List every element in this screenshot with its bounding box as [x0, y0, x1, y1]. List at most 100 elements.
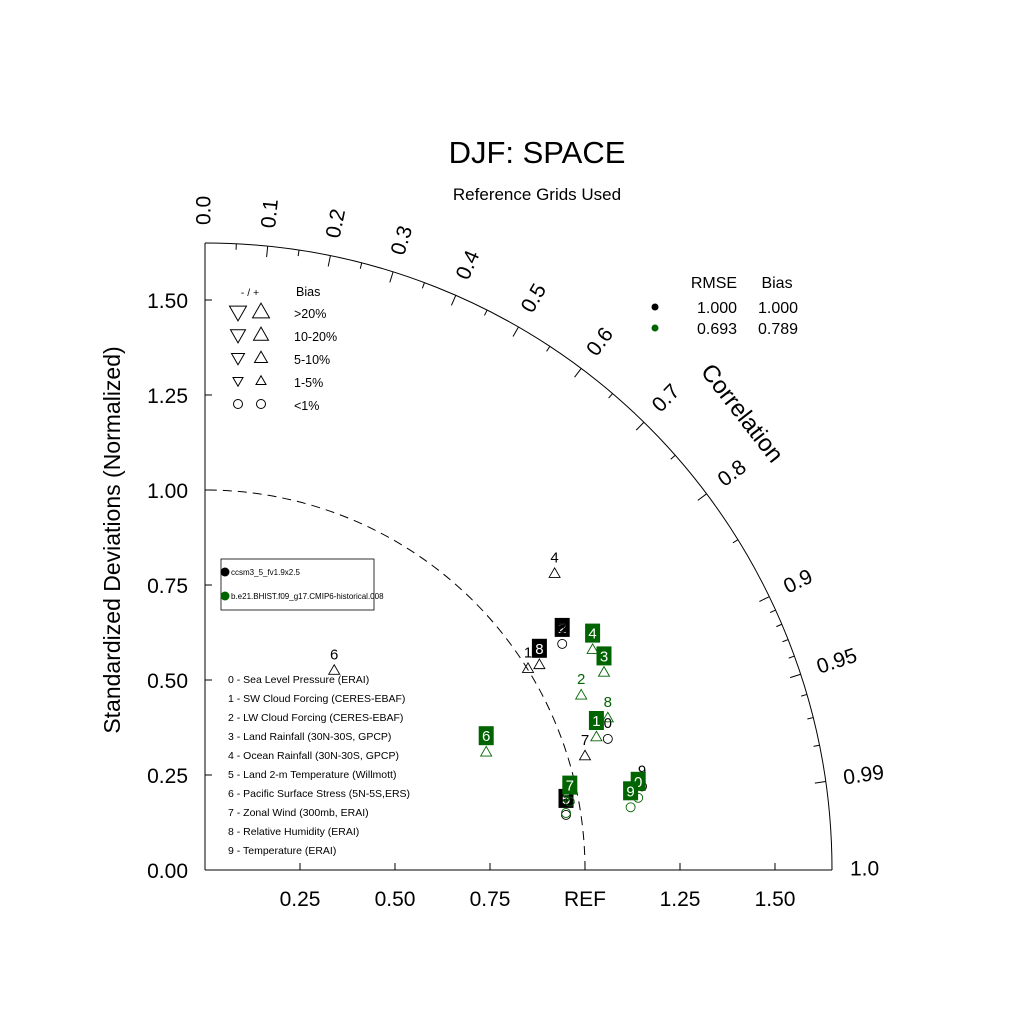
correlation-tick-mark [697, 493, 707, 501]
correlation-axis-label: Correlation [695, 359, 789, 468]
correlation-minor-tick [807, 717, 814, 720]
point-marker [590, 730, 603, 742]
correlation-minor-tick [421, 282, 425, 289]
point-label: 2 [577, 671, 585, 688]
stats-header-bias: Bias [761, 275, 792, 292]
point-label-box [562, 775, 578, 795]
correlation-tick-label: 0.0 [193, 196, 216, 225]
correlation-tick-label: 0.6 [582, 323, 618, 360]
bias-legend-plus-marker [253, 350, 269, 364]
correlation-tick-label: 0.3 [387, 223, 418, 258]
correlation-minor-tick [608, 393, 613, 399]
correlation-tick-label: 0.9 [780, 565, 816, 598]
point-marker [479, 745, 493, 757]
chart-subtitle: Reference Grids Used [453, 185, 621, 204]
point-marker [574, 688, 588, 700]
correlation-minor-tick [788, 655, 795, 659]
stats-bias-value: 0.789 [758, 321, 798, 338]
y-tick-label: 1.25 [147, 385, 188, 408]
correlation-tick-mark [814, 781, 826, 784]
point-marker [578, 749, 592, 761]
case-legend-label: ccsm3_5_fv1.9x2.5 [231, 568, 300, 577]
correlation-minor-tick [359, 262, 363, 269]
case-legend-dot [220, 567, 230, 577]
y-tick-label: 0.00 [147, 860, 188, 883]
stats-header-rmse: RMSE [691, 275, 737, 292]
point-label: 5 [562, 789, 570, 806]
point-label: 3 [558, 620, 566, 637]
variable-legend-item: 6 - Pacific Surface Stress (5N-5S,ERS) [228, 788, 410, 800]
x-tick-label: 0.25 [280, 888, 321, 911]
correlation-tick-mark [512, 326, 519, 337]
x-tick-label: 0.75 [470, 888, 511, 911]
correlation-minor-tick [813, 744, 820, 747]
point-marker [521, 661, 535, 673]
correlation-minor-tick [732, 539, 739, 544]
correlation-tick-mark [635, 421, 645, 431]
point-label: 0 [634, 774, 642, 791]
stats-row-dot [651, 303, 659, 311]
y-tick-label: 1.50 [147, 290, 188, 313]
point-label: 7 [581, 732, 589, 749]
case-legend-label: b.e21.BHIST.f09_g17.CMIP6-historical.008 [231, 592, 384, 601]
correlation-minor-tick [801, 693, 808, 697]
correlation-arc [204, 242, 833, 871]
x-tick-label: 1.25 [660, 888, 701, 911]
bias-legend-bias-header: Bias [296, 285, 320, 299]
variable-legend-item: 5 - Land 2-m Temperature (Willmott) [228, 769, 396, 781]
correlation-tick-mark [450, 295, 457, 306]
point-label: 6 [330, 647, 338, 664]
y-tick-label: 0.50 [147, 670, 188, 693]
point-label: 3 [600, 648, 608, 665]
correlation-tick-mark [790, 673, 801, 679]
variable-legend-item: 8 - Relative Humidity (ERAI) [228, 826, 359, 838]
stats-rmse-value: 1.000 [697, 300, 737, 317]
y-tick-label: 0.75 [147, 575, 188, 598]
correlation-minor-tick [776, 623, 783, 628]
bias-legend-minus-marker [228, 305, 248, 322]
correlation-tick-mark [266, 246, 269, 258]
point-marker [561, 809, 571, 820]
x-tick-label: 0.50 [375, 888, 416, 911]
y-tick-label: 1.00 [147, 480, 188, 503]
point-marker [586, 642, 599, 654]
correlation-tick-label: 0.5 [517, 280, 552, 317]
bias-legend-sign-header: - / + [241, 287, 259, 299]
bias-legend-plus-marker [256, 399, 266, 409]
bias-legend-minus-marker [229, 329, 247, 344]
point-label-box [588, 711, 604, 730]
point-label-box [596, 646, 612, 666]
case-legend-box [220, 558, 375, 611]
point-marker [602, 733, 613, 744]
correlation-tick-label: 0.1 [257, 198, 283, 229]
x-tick-label: 1.50 [755, 888, 796, 911]
variable-legend-item: 7 - Zonal Wind (300mb, ERAI) [228, 807, 369, 819]
bias-legend-plus-marker [255, 374, 267, 385]
correlation-minor-tick [297, 250, 300, 257]
point-marker [564, 796, 575, 807]
point-label-box [623, 781, 639, 801]
point-label-box [585, 623, 601, 643]
stats-row-dot [651, 324, 659, 332]
correlation-minor-tick [670, 454, 676, 460]
correlation-minor-tick [782, 639, 789, 643]
point-label: 4 [550, 550, 558, 567]
point-marker [597, 665, 611, 677]
bias-legend-label: 5-10% [294, 353, 330, 367]
point-label-box [478, 726, 494, 746]
chart-title: DJF: SPACE [449, 135, 626, 170]
correlation-tick-mark [327, 255, 331, 267]
bias-legend-label: >20% [294, 307, 326, 321]
bias-legend-label: 10-20% [294, 330, 337, 344]
bias-legend-label: <1% [294, 399, 319, 413]
correlation-tick-label: 0.7 [648, 380, 685, 417]
bias-legend-minus-marker [232, 377, 244, 388]
variable-legend-item: 4 - Ocean Rainfall (30N-30S, GPCP) [228, 750, 399, 762]
correlation-tick-label: 0.8 [714, 456, 751, 492]
correlation-minor-tick [484, 309, 488, 316]
point-marker [561, 808, 571, 818]
point-marker [625, 802, 636, 813]
variable-legend-item: 1 - SW Cloud Forcing (CERES-EBAF) [228, 693, 405, 705]
